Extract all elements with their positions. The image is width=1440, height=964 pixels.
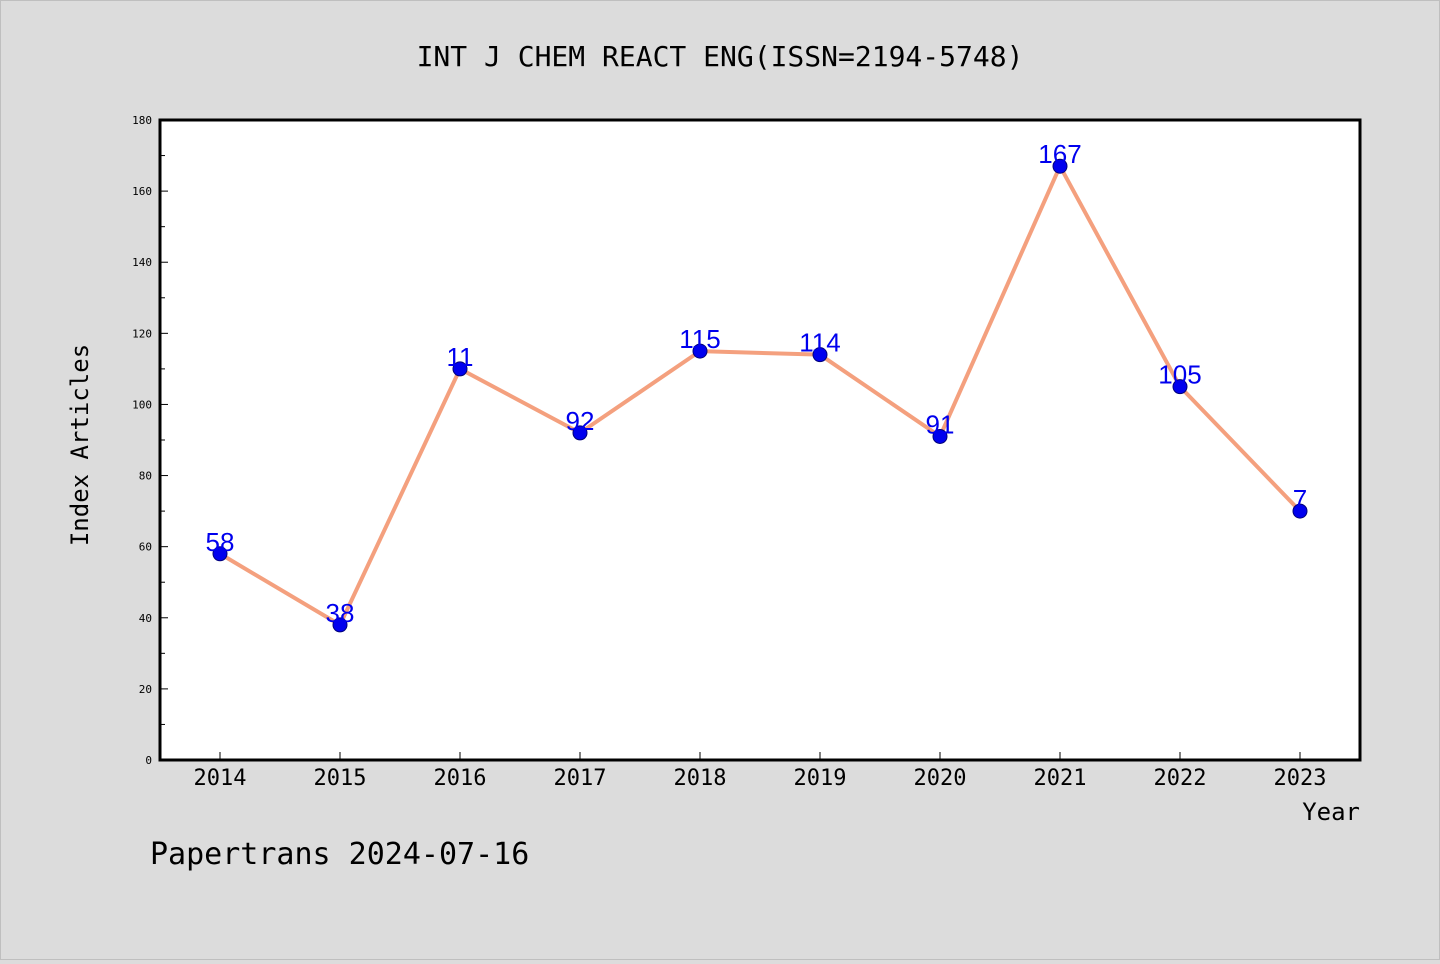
data-point — [692, 343, 708, 359]
x-axis: 2014 2015 2016 2017 2018 2019 2020 2021 2022 2023 — [194, 752, 1327, 791]
x-tick-label: 2018 — [674, 766, 727, 791]
data-point — [572, 425, 588, 441]
data-point — [452, 361, 468, 377]
y-axis-label: Index Articles — [66, 344, 94, 546]
data-point — [332, 617, 348, 633]
y-tick-label: 0 — [145, 754, 152, 767]
x-tick-label: 2020 — [914, 766, 967, 791]
data-point — [812, 347, 828, 363]
x-tick-label: 2019 — [794, 766, 847, 791]
y-axis: 0 20 40 60 80 100 120 140 160 180 — [132, 114, 168, 767]
data-point — [1172, 379, 1188, 395]
data-point — [212, 546, 228, 562]
y-tick-label: 160 — [132, 185, 152, 198]
x-tick-label: 2014 — [194, 766, 247, 791]
data-label: 105 — [1158, 360, 1201, 390]
data-label: 115 — [679, 324, 720, 354]
x-tick-label: 2021 — [1034, 766, 1087, 791]
x-axis-label: Year — [1302, 798, 1360, 826]
plot-area — [158, 118, 1362, 762]
x-tick-label: 2022 — [1154, 766, 1207, 791]
y-tick-label: 20 — [139, 683, 152, 696]
y-tick-label: 40 — [139, 612, 152, 625]
footer-text: Papertrans 2024-07-16 — [150, 837, 529, 872]
data-label: 7 — [1293, 484, 1307, 514]
data-label: 167 — [1038, 139, 1081, 169]
data-points: 58 38 11 92 115 114 91 167 105 7 — [206, 139, 1308, 633]
y-tick-label: 60 — [139, 541, 152, 554]
data-point — [1292, 503, 1308, 519]
data-label: 11 — [447, 342, 474, 372]
data-label: 58 — [206, 527, 235, 557]
data-point — [1052, 158, 1068, 174]
y-tick-label: 80 — [139, 470, 152, 483]
data-label: 38 — [326, 598, 355, 628]
data-label: 114 — [799, 328, 840, 358]
data-point — [932, 428, 948, 444]
y-tick-label: 100 — [132, 398, 152, 411]
x-tick-label: 2017 — [554, 766, 607, 791]
series-line — [218, 164, 1302, 627]
y-tick-label: 120 — [132, 327, 152, 340]
x-tick-label: 2023 — [1274, 766, 1327, 791]
data-label: 92 — [566, 406, 595, 436]
y-tick-label: 140 — [132, 256, 152, 269]
data-label: 91 — [926, 409, 955, 439]
y-tick-label: 180 — [132, 114, 152, 127]
x-tick-label: 2015 — [314, 766, 367, 791]
x-tick-label: 2016 — [434, 766, 487, 791]
chart-title: INT J CHEM REACT ENG(ISSN=2194-5748) — [417, 40, 1024, 73]
